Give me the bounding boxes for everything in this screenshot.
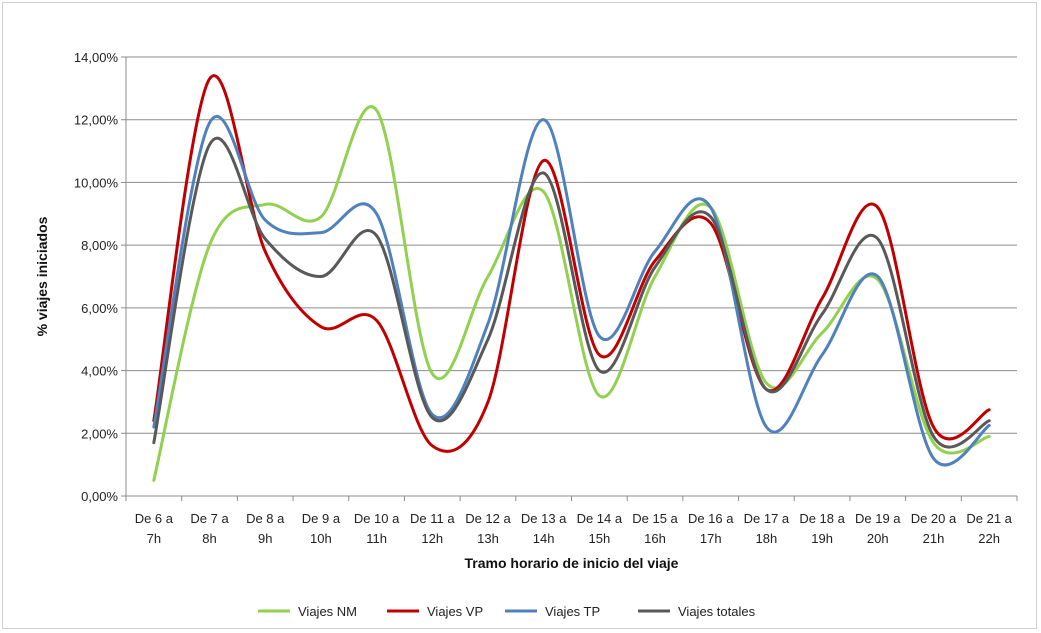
legend-label: Viajes VP <box>427 604 483 619</box>
y-tick-label: 2,00% <box>81 426 118 441</box>
x-tick-label: De 13 a 14h <box>521 511 567 546</box>
y-axis-title: % viajes iniciados <box>34 216 50 336</box>
legend-label: Viajes totales <box>678 604 756 619</box>
series-line-4 <box>152 136 991 449</box>
x-tick-label: De 14 a 15h <box>577 511 623 546</box>
x-tick-label: De 18 a 19h <box>799 511 845 546</box>
y-tick-label: 4,00% <box>81 364 118 379</box>
legend-label: Viajes TP <box>545 604 600 619</box>
x-tick-label: De 17 a 18h <box>744 511 790 546</box>
y-tick-label: 8,00% <box>81 238 118 253</box>
x-axis-title: Tramo horario de inicio del viaje <box>465 555 679 571</box>
tick-labels: 0,00% 2,00% 4,00% 6,00% 8,00% 10,00% 12,00% 14,… <box>74 50 1013 546</box>
x-tick-label: De 21 a 22h <box>966 511 1012 546</box>
axes <box>121 56 1018 501</box>
y-tick-label: 12,00% <box>74 113 119 128</box>
legend: Viajes NM Viajes VP Viajes TP Viajes totale… <box>258 604 756 619</box>
series-line-2 <box>152 74 991 453</box>
x-tick-label: De 11 a 12h <box>410 511 455 546</box>
x-tick-label: De 10 a 11h <box>354 511 400 546</box>
x-tick-label: De 20 a 21h <box>911 511 957 546</box>
x-tick-label: De 19 a 20h <box>855 511 901 546</box>
x-tick-label: De 15 a 16h <box>632 511 678 546</box>
y-tick-label: 6,00% <box>81 301 118 316</box>
legend-label: Viajes NM <box>298 604 357 619</box>
y-tick-label: 0,00% <box>81 489 118 504</box>
series-line-3 <box>152 114 991 467</box>
series-lines <box>152 74 991 482</box>
gridlines <box>126 56 1017 434</box>
x-tick-label: De 12 a 13h <box>465 511 511 546</box>
y-tick-label: 10,00% <box>74 175 119 190</box>
y-tick-label: 14,00% <box>74 50 119 65</box>
x-tick-label: De 9 a 10h <box>302 511 341 546</box>
x-tick-label: De 6 a 7h <box>135 511 174 546</box>
x-tick-label: De 8 a 9h <box>246 511 285 546</box>
series-line-1 <box>152 105 991 482</box>
x-tick-label: De 16 a 17h <box>688 511 734 546</box>
x-tick-label: De 7 a 8h <box>190 511 229 546</box>
